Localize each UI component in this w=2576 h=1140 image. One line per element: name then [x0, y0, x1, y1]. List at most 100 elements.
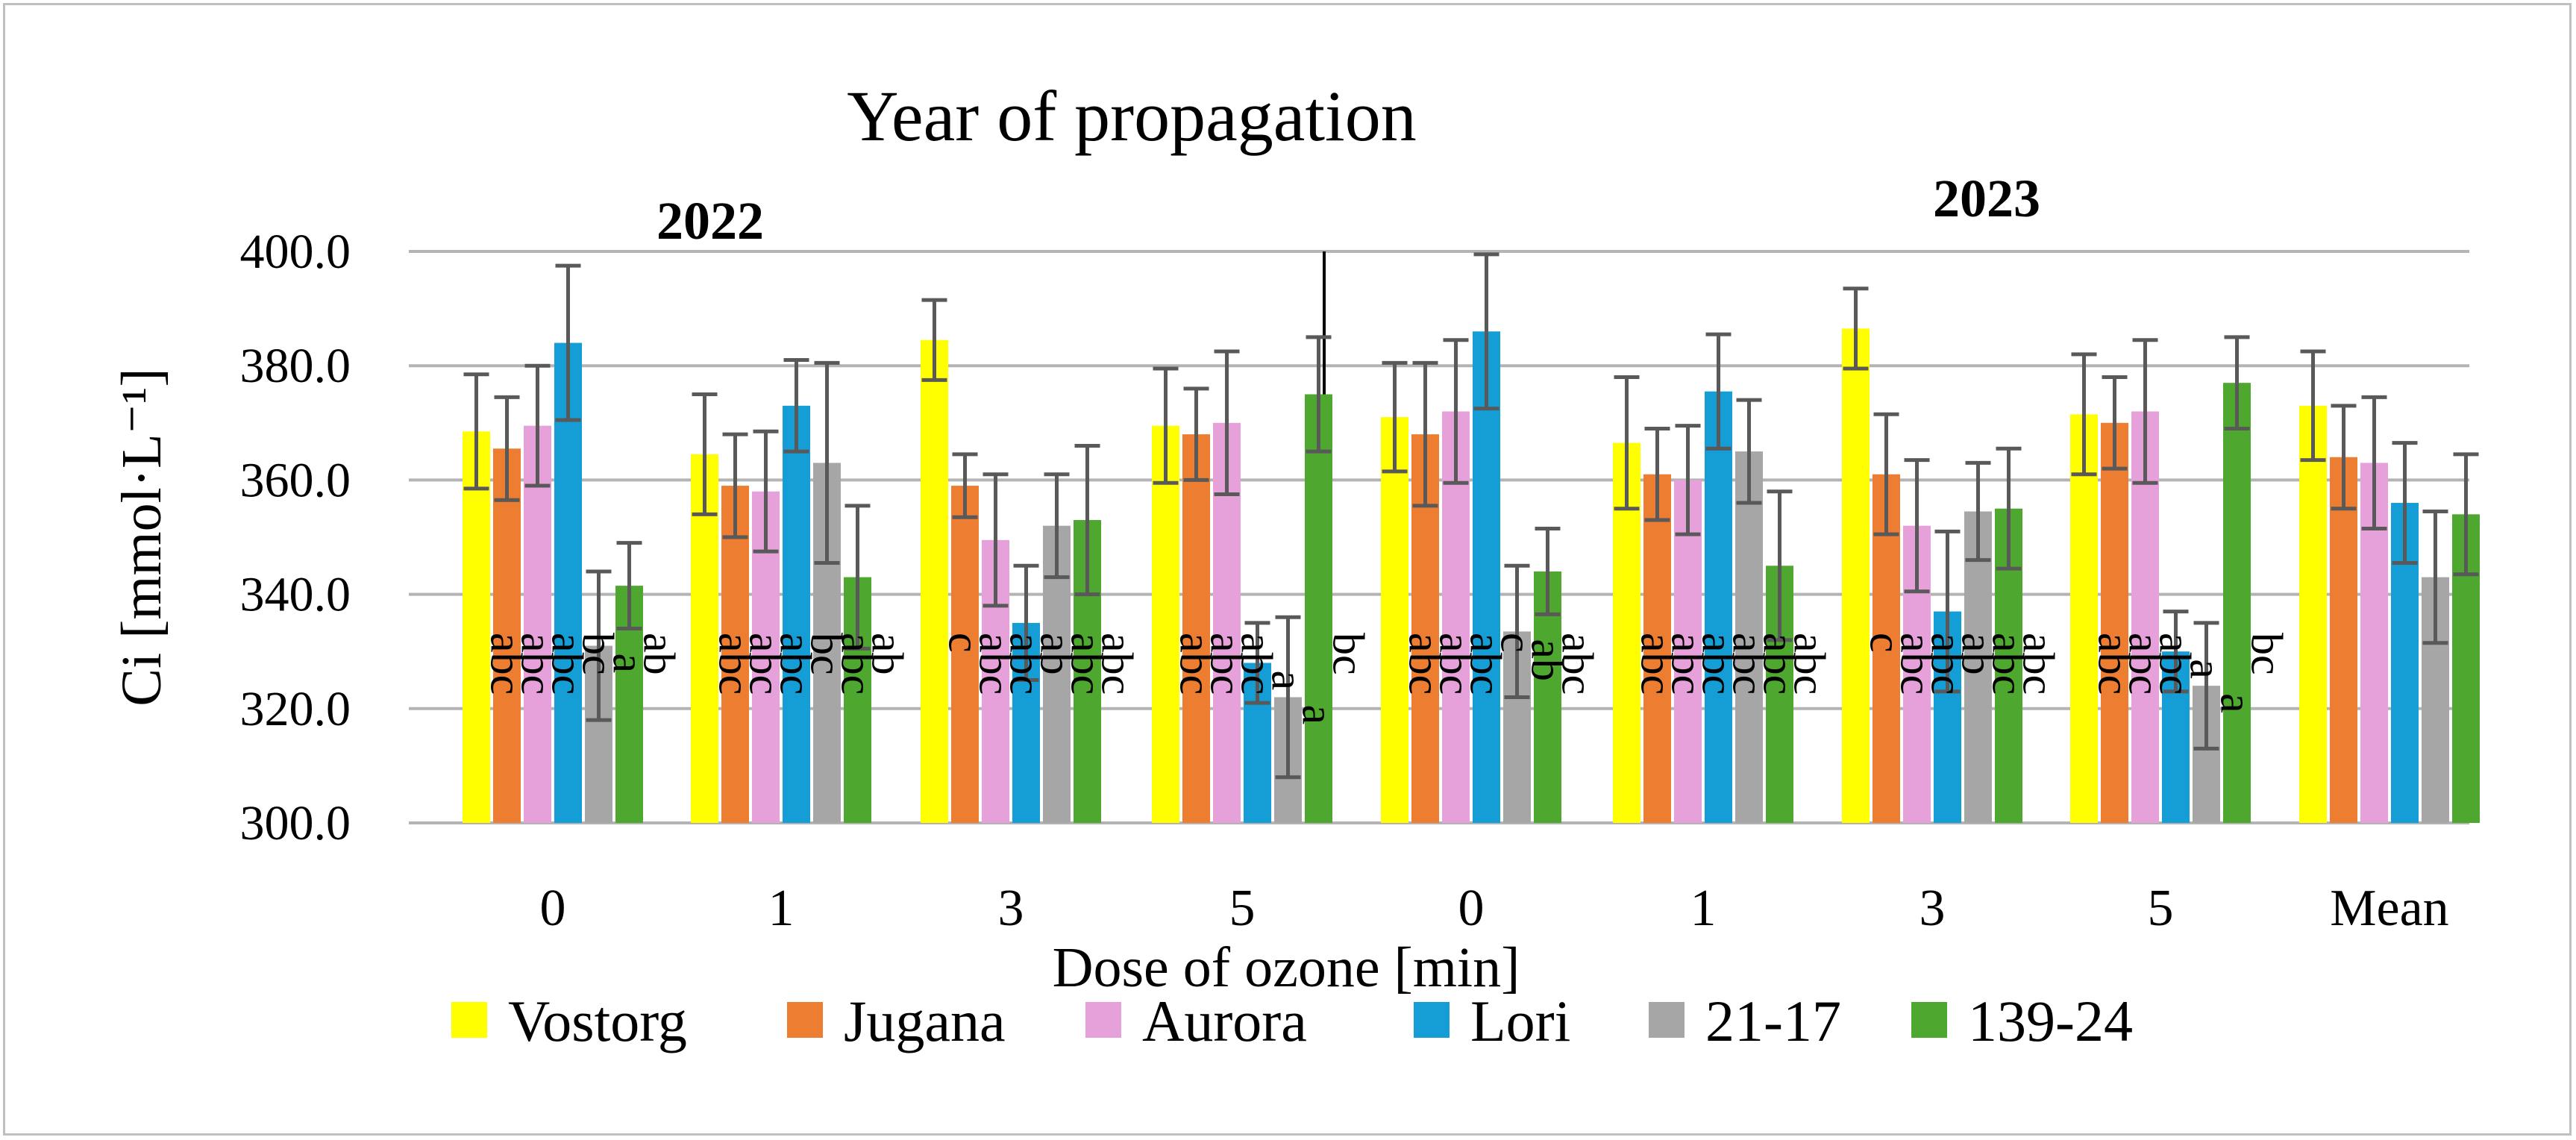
significance-label: abc — [771, 633, 821, 695]
error-bar — [753, 429, 779, 554]
error-bar — [1934, 529, 1961, 694]
error-bar — [1904, 458, 1930, 594]
error-bar — [2224, 335, 2250, 430]
significance-label: abc — [2120, 633, 2169, 695]
bar-21-17 — [1964, 511, 1992, 823]
y-tick-label: 380.0 — [240, 339, 351, 393]
significance-label: abc — [1755, 633, 1804, 695]
legend-label: Vostorg — [508, 989, 687, 1053]
bar-jugana — [1643, 474, 1671, 823]
bar-vostorg — [1842, 328, 1870, 823]
error-bar — [1013, 563, 1039, 682]
significance-label: a — [1263, 671, 1312, 691]
significance-label: ab — [863, 633, 912, 675]
legend-item: Jugana — [787, 989, 1006, 1053]
significance-label: abc — [1171, 633, 1220, 695]
error-bar — [921, 298, 947, 382]
legend-item: Aurora — [1085, 989, 1307, 1053]
error-bar — [1275, 615, 1301, 780]
legend-item: Vostorg — [451, 989, 687, 1053]
error-bar — [1183, 386, 1209, 482]
x-axis-ticks: 0 1 3 5 0 1 3 5 Mean — [540, 880, 2449, 937]
legend-swatch — [1414, 1002, 1450, 1038]
significance-label: abc — [833, 633, 882, 695]
error-bar — [524, 363, 551, 488]
significance-label: abc — [543, 633, 592, 695]
significance-label: abc — [2151, 633, 2200, 695]
error-bar — [586, 569, 612, 722]
significance-label: abc — [1431, 633, 1480, 695]
bar-jugana — [2101, 422, 2128, 823]
error-bar — [494, 395, 520, 502]
error-bar — [1153, 366, 1179, 485]
legend-swatch — [451, 1002, 487, 1038]
significance-label: a — [604, 654, 654, 674]
significance-label: abc — [1632, 633, 1682, 695]
error-bar — [1412, 360, 1438, 508]
error-bar — [1443, 338, 1469, 485]
x-tick-label: 3 — [1920, 880, 1946, 937]
error-bar — [1736, 398, 1762, 505]
error-bar — [2392, 441, 2418, 565]
legend-label: Jugana — [844, 989, 1006, 1053]
significance-label: abc — [1202, 633, 1251, 695]
bar-jugana — [1182, 434, 1210, 823]
error-bar — [2300, 349, 2326, 463]
error-bar — [1504, 563, 1530, 699]
x-tick-label: 3 — [998, 880, 1024, 937]
significance-label: abc — [1922, 633, 1972, 695]
significance-label: abc — [2014, 633, 2063, 695]
error-bar — [463, 372, 489, 491]
error-bar — [1044, 472, 1070, 580]
error-bar — [1965, 460, 1991, 563]
bar-lori — [783, 405, 810, 823]
significance-label: abc — [1001, 633, 1050, 695]
year-label-2023: 2023 — [1933, 169, 2040, 228]
x-tick-label: 0 — [1458, 880, 1485, 937]
bar-lori — [1705, 391, 1732, 823]
error-bar — [1473, 252, 1499, 411]
bar-vostorg — [1152, 425, 1179, 823]
significance-label: ab — [1032, 633, 1081, 675]
x-tick-label: 1 — [768, 880, 795, 937]
error-bar — [1214, 349, 1240, 497]
bar-139-24 — [1305, 394, 1332, 823]
chart-border — [3, 3, 2572, 1136]
error-bar — [1074, 443, 1100, 597]
error-bar — [2132, 338, 2158, 485]
significance-label: bc — [574, 633, 623, 675]
significance-label: abc — [971, 633, 1020, 695]
legend-label: Aurora — [1142, 989, 1307, 1053]
error-bar — [555, 263, 581, 422]
significance-label: abc — [1461, 633, 1511, 695]
error-bar — [814, 360, 840, 565]
significance-label: ab — [635, 633, 684, 675]
legend-label: 139-24 — [1968, 989, 2133, 1053]
error-bar — [2071, 352, 2097, 477]
legend-swatch — [1649, 1002, 1685, 1038]
error-bars — [463, 252, 2479, 780]
x-tick-label: Mean — [2330, 880, 2448, 937]
bar-jugana — [493, 448, 521, 823]
significance-label: abc — [1232, 633, 1282, 695]
error-bar — [616, 541, 642, 631]
significance-label: abc — [1400, 633, 1450, 695]
significance-label: ab — [1953, 633, 2002, 675]
significance-label: a — [2212, 693, 2261, 713]
bar-jugana — [2330, 457, 2357, 823]
significance-label: c — [1861, 633, 1911, 653]
significance-label: c — [1492, 633, 1541, 653]
error-bar — [2163, 610, 2189, 694]
y-tick-label: 300.0 — [240, 796, 351, 851]
y-tick-label: 400.0 — [240, 225, 351, 279]
error-bar — [1535, 527, 1561, 616]
error-bar — [2422, 510, 2448, 645]
significance-label: ab — [1523, 639, 1572, 681]
legend: Vostorg Jugana Aurora Lori 21-17 139-24 — [451, 989, 2133, 1053]
error-bar — [952, 452, 978, 519]
error-bar — [2102, 375, 2128, 471]
bar-vostorg — [2299, 405, 2327, 823]
